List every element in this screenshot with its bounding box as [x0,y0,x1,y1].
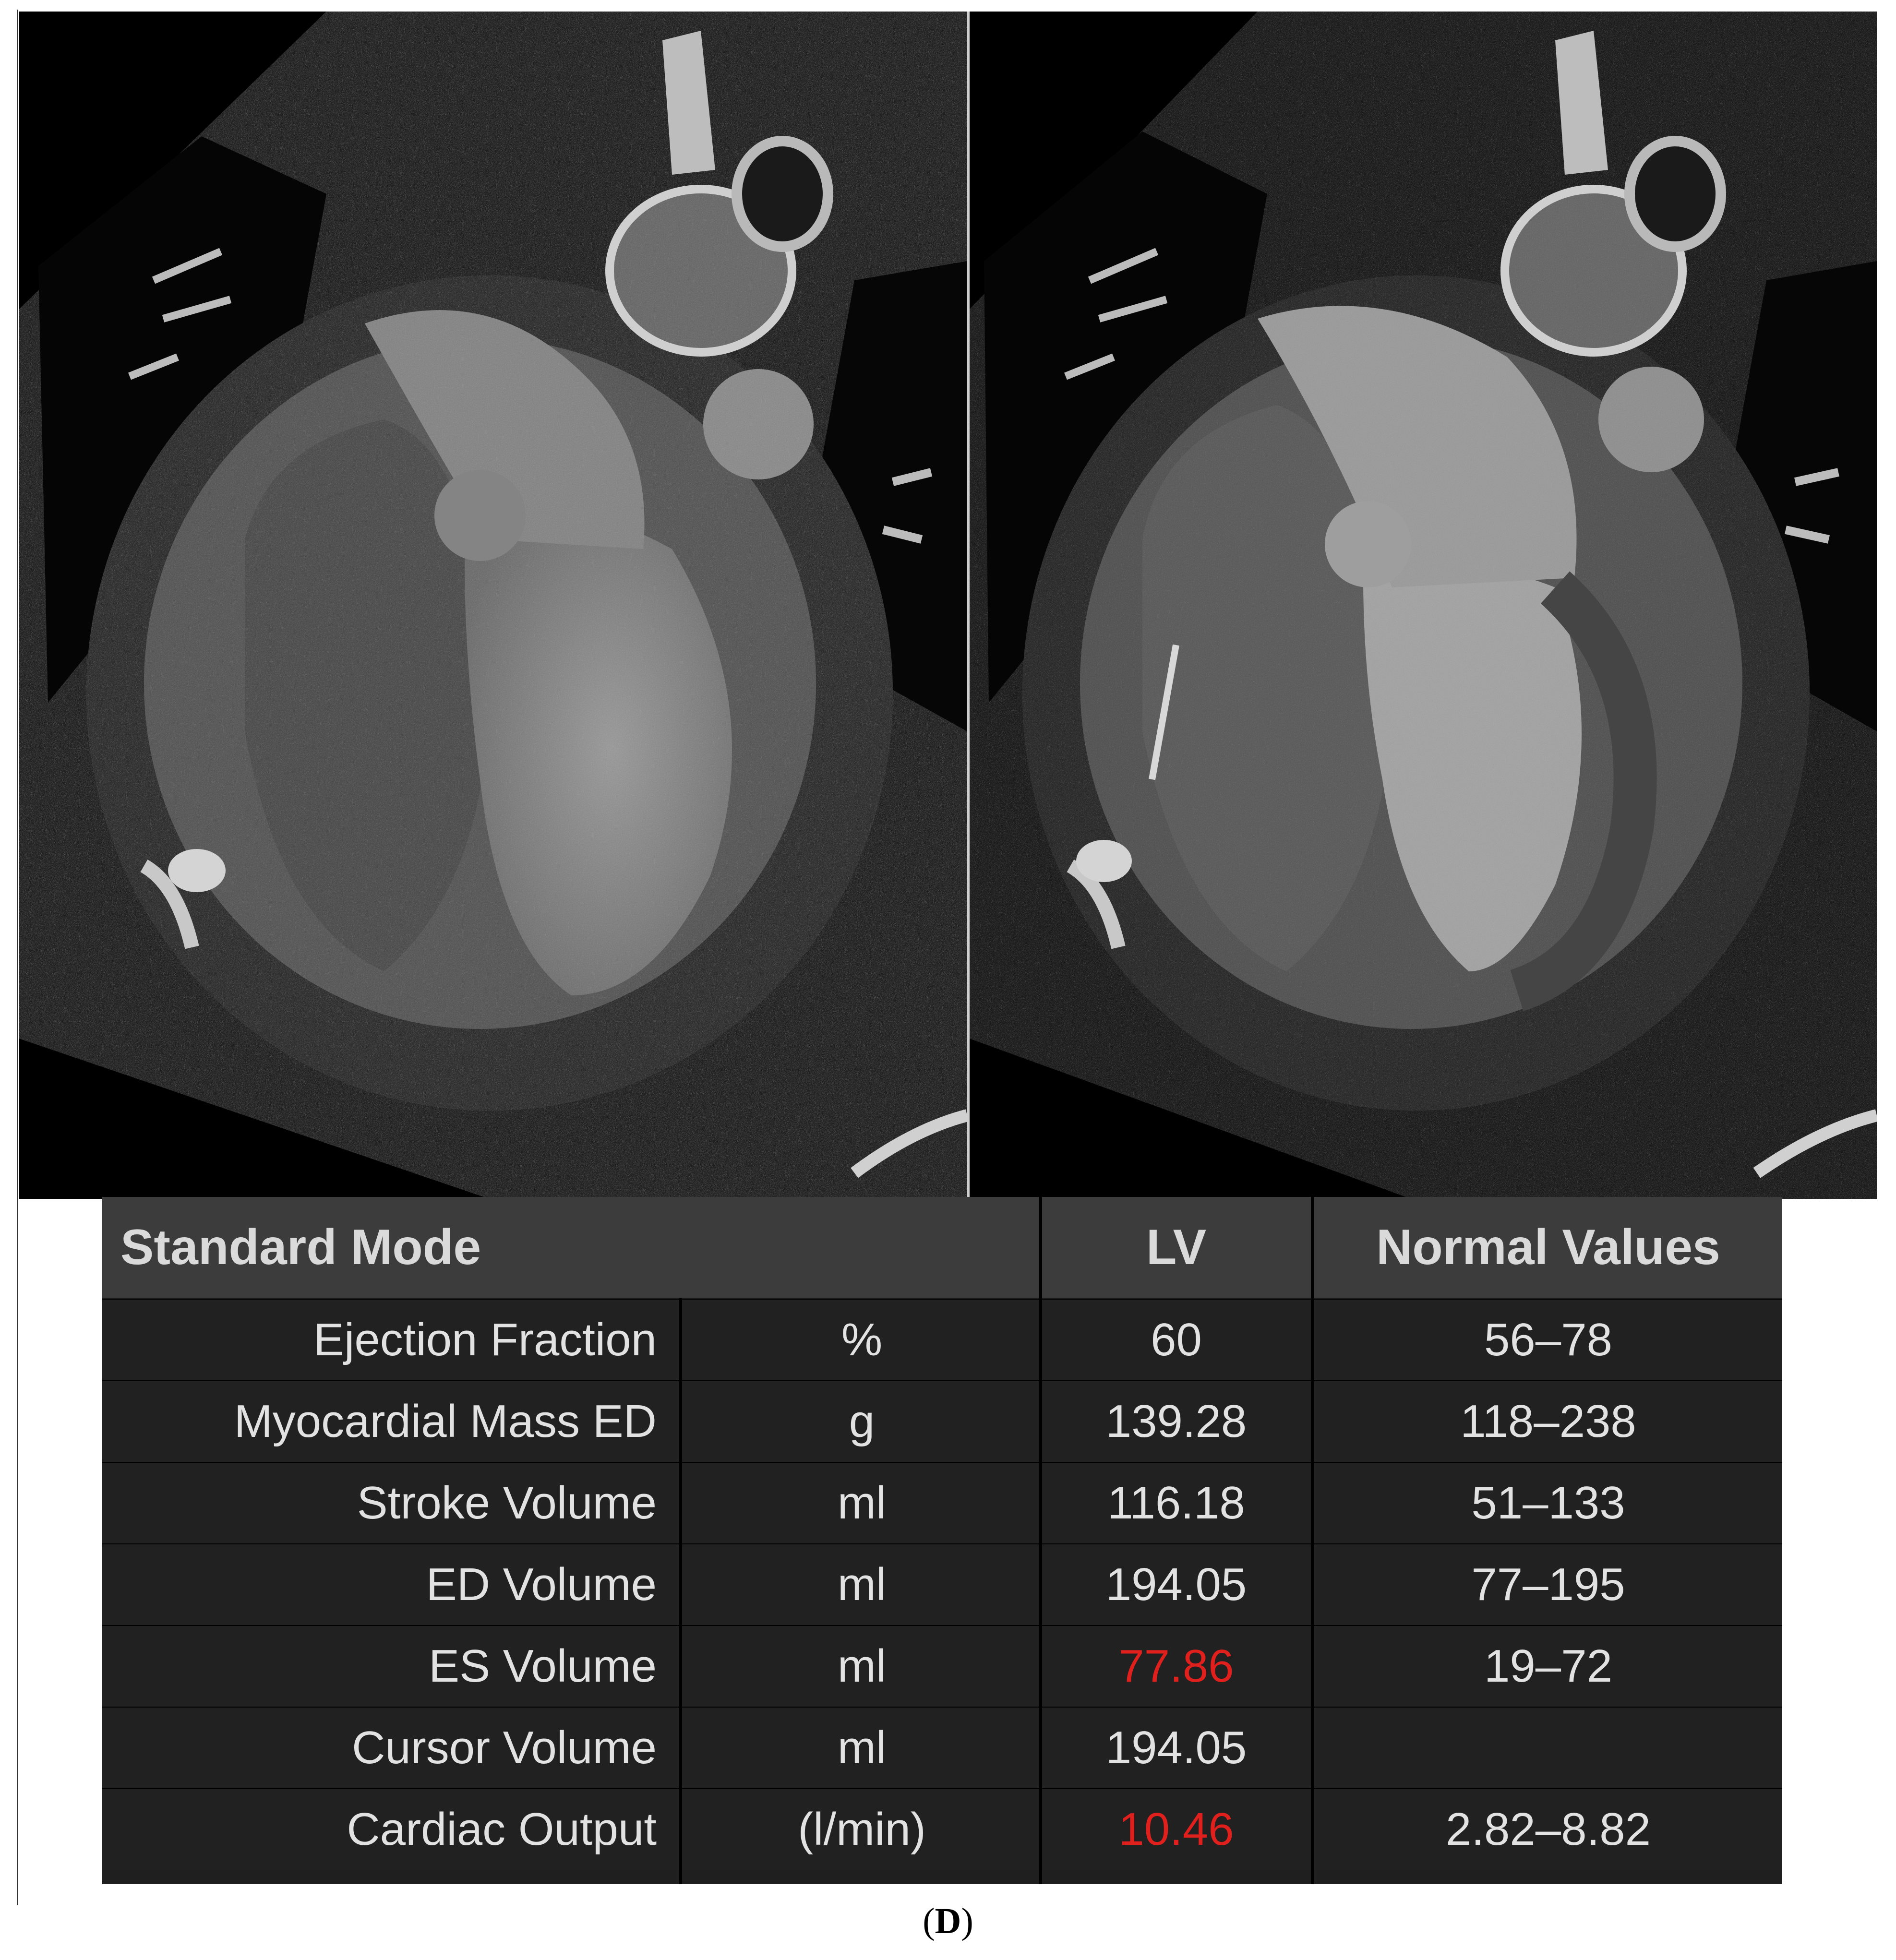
page-left-rule [17,10,18,1905]
row-lv-value: 77.86 [1118,1640,1234,1692]
row-normal-value: 19–72 [1484,1640,1612,1692]
row-normal-value: 77–195 [1471,1559,1625,1610]
header-lv: LV [1146,1219,1207,1275]
row-unit: (l/min) [798,1804,926,1855]
row-label: Cursor Volume [352,1722,657,1773]
row-label: ED Volume [426,1559,657,1610]
row-unit: ml [837,1722,887,1773]
row-unit: % [841,1314,883,1365]
column-divider-lv [1039,1197,1042,1884]
table-row: Stroke Volume ml 116.18 51–133 [102,1462,1782,1543]
row-lv-value: 116.18 [1107,1477,1245,1529]
row-normal-value: 56–78 [1484,1314,1612,1365]
table-row: ED Volume ml 194.05 77–195 [102,1543,1782,1625]
ct-left-image [19,12,967,1199]
row-label: ES Volume [429,1640,657,1692]
results-table: Standard Mode LV Normal Values Ejection … [102,1197,1782,1884]
figure-caption: (D) [0,1900,1896,1942]
table-header-row: Standard Mode LV Normal Values [102,1197,1782,1298]
row-label: Ejection Fraction [313,1314,657,1365]
row-normal-value: 118–238 [1460,1396,1636,1447]
ct-right-view[interactable] [970,12,1877,1199]
table-row: Ejection Fraction% 60 56–78 [102,1299,1782,1380]
row-lv-value: 139.28 [1105,1396,1247,1447]
row-label: Myocardial Mass ED [234,1396,657,1447]
column-divider-normal [1311,1197,1314,1884]
caption-letter: D [935,1901,961,1941]
column-divider-unit [679,1298,682,1884]
table-row: Cardiac Output (l/min) 10.46 2.82–8.82 [102,1788,1782,1870]
row-normal-value [1314,1708,1782,1788]
row-label: Stroke Volume [357,1477,657,1529]
caption-open: ( [923,1901,935,1941]
row-unit: ml [837,1640,887,1692]
row-lv-value: 60 [1151,1314,1202,1365]
ct-left-view[interactable] [19,12,967,1199]
table-row: Cursor Volume ml 194.05 [102,1707,1782,1788]
ct-right-image [970,12,1877,1199]
view-divider [967,12,970,1199]
row-lv-value: 194.05 [1105,1559,1247,1610]
row-normal-value: 2.82–8.82 [1445,1804,1651,1855]
header-normal-values: Normal Values [1376,1219,1720,1275]
caption-close: ) [961,1901,973,1941]
row-lv-value: 10.46 [1118,1804,1234,1855]
table-row: ES Volume ml 77.86 19–72 [102,1625,1782,1707]
row-normal-value: 51–133 [1471,1477,1625,1529]
row-label: Cardiac Output [347,1804,657,1855]
row-lv-value: 194.05 [1105,1722,1247,1773]
row-unit: ml [837,1477,887,1529]
table-row: Myocardial Mass ED g 139.28 118–238 [102,1380,1782,1462]
row-unit: ml [837,1559,887,1610]
header-standard-mode: Standard Mode [120,1219,481,1275]
row-unit: g [849,1396,875,1447]
